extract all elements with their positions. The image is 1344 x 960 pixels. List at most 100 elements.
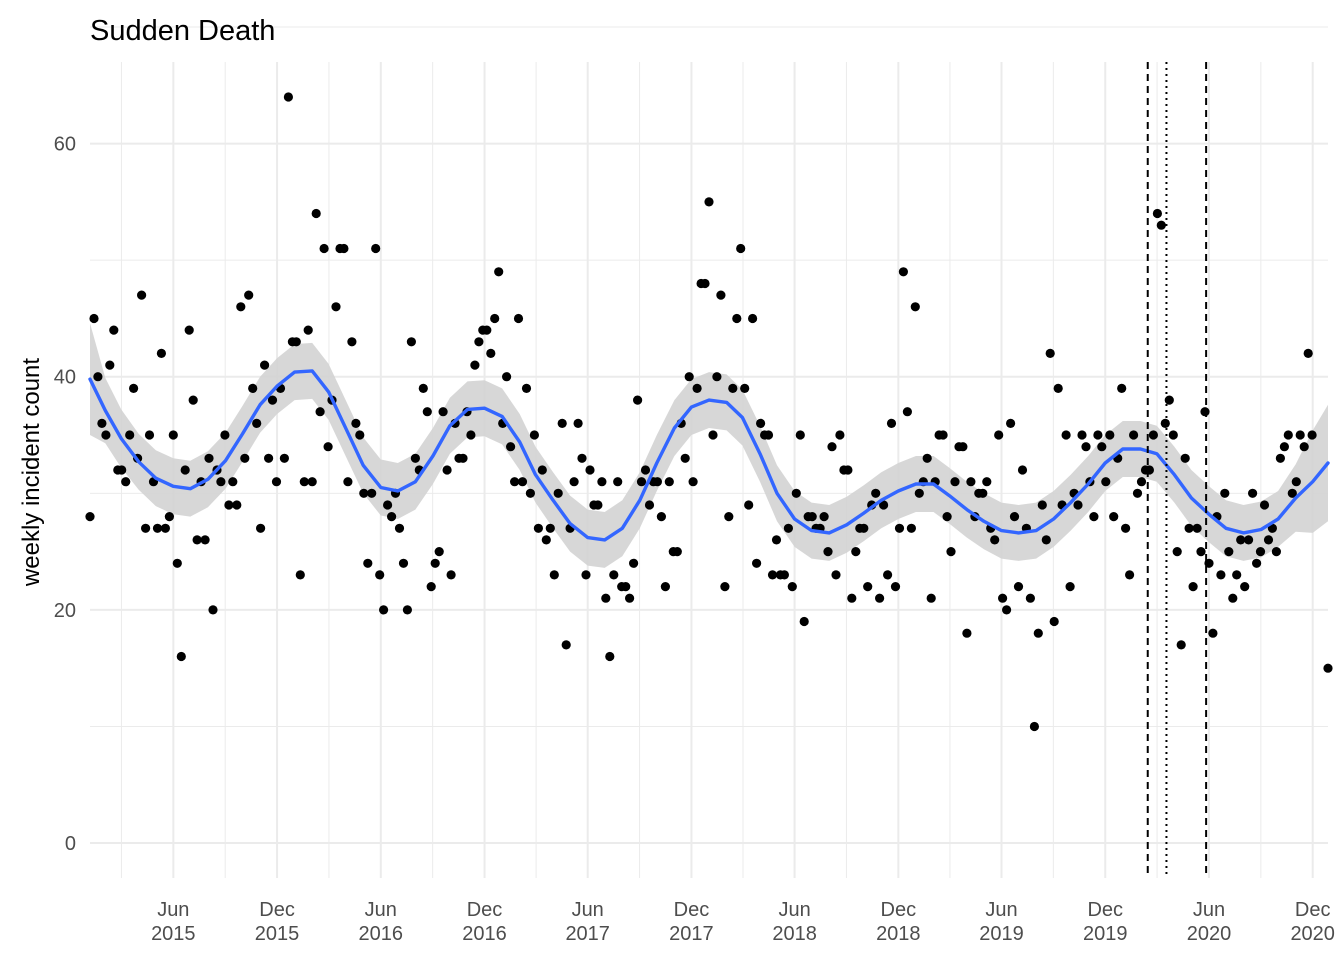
data-point (652, 477, 663, 487)
data-point (1117, 383, 1127, 393)
x-tick-year: 2018 (876, 923, 921, 945)
data-point (1041, 535, 1051, 545)
x-tick-month: Dec (259, 899, 295, 921)
data-point (799, 616, 809, 627)
y-tick-label: 20 (54, 600, 76, 622)
data-point (446, 570, 456, 580)
data-point (835, 430, 845, 440)
x-tick-month: Dec (674, 899, 710, 921)
data-point (89, 313, 99, 324)
x-tick-year: 2019 (1083, 923, 1128, 945)
data-point (946, 547, 956, 557)
x-tick-month: Jun (365, 899, 397, 921)
data-point (1271, 547, 1281, 557)
data-point (1232, 570, 1242, 580)
data-point (144, 430, 155, 440)
data-point (260, 360, 270, 370)
data-point (105, 360, 115, 370)
x-tick-year: 2015 (255, 923, 300, 945)
data-point (922, 453, 932, 463)
x-tick-label: Dec 2015 (255, 899, 300, 945)
y-tick-label: 40 (54, 367, 76, 389)
data-point (224, 500, 234, 510)
data-point (509, 477, 520, 487)
data-point (1097, 442, 1107, 452)
data-point (502, 372, 512, 382)
data-point (164, 511, 174, 522)
data-point (367, 488, 377, 498)
data-point (728, 383, 738, 393)
data-point (1037, 500, 1047, 510)
data-point (160, 523, 170, 533)
data-point (394, 523, 405, 533)
data-point (236, 302, 246, 312)
reference-lines-layer (1146, 62, 1208, 878)
data-point (319, 243, 329, 254)
data-point (279, 453, 289, 463)
data-point (371, 243, 381, 254)
data-point (1192, 523, 1202, 533)
data-point (748, 313, 758, 324)
data-point (1013, 582, 1024, 592)
data-point (1144, 465, 1154, 475)
data-point (521, 383, 532, 393)
data-point (982, 477, 992, 487)
data-point (883, 570, 893, 580)
data-point (585, 465, 595, 475)
data-point (1196, 547, 1206, 557)
x-tick-year: 2016 (462, 923, 507, 945)
data-point (1136, 477, 1147, 487)
data-point (168, 430, 178, 440)
data-point (1275, 453, 1285, 463)
x-tick-year: 2019 (979, 923, 1024, 945)
data-point (1053, 383, 1063, 393)
data-point (406, 337, 416, 347)
data-point (256, 523, 266, 533)
data-point (1156, 220, 1166, 230)
data-point (894, 523, 905, 533)
data-point (422, 407, 432, 417)
data-point (656, 511, 667, 522)
data-point (375, 570, 385, 580)
smooth-trend-line (88, 369, 1330, 542)
data-point (129, 383, 139, 393)
data-point (1303, 348, 1313, 358)
data-point (1093, 430, 1103, 440)
data-point (291, 337, 301, 347)
x-tick-year: 2020 (1290, 923, 1335, 945)
data-point (779, 570, 790, 580)
data-point (1267, 523, 1277, 533)
data-point (184, 325, 194, 335)
x-tick-label: Dec 2020 (1290, 899, 1335, 945)
x-tick-month: Jun (778, 899, 810, 921)
data-point (474, 337, 484, 347)
data-point (1029, 721, 1039, 732)
x-tick-label: Jun 2015 (151, 899, 196, 945)
data-point (886, 418, 897, 428)
x-tick-label: Jun 2019 (979, 899, 1024, 945)
data-point (355, 430, 365, 440)
data-point (906, 523, 917, 533)
data-point (1164, 395, 1174, 405)
data-point (1299, 442, 1309, 452)
data-point (720, 582, 730, 592)
data-point (1244, 535, 1254, 545)
data-point (1033, 628, 1043, 638)
data-point (359, 488, 369, 498)
data-point (1188, 582, 1198, 592)
x-tick-label: Jun 2016 (359, 899, 404, 945)
data-point (1252, 558, 1262, 568)
data-point (1105, 430, 1115, 440)
data-point (994, 430, 1004, 440)
data-point (644, 500, 655, 510)
x-tick-year: 2017 (669, 923, 714, 945)
data-point (533, 523, 544, 533)
data-point (767, 570, 778, 580)
data-point (1172, 547, 1182, 557)
data-point (244, 290, 254, 300)
data-point (311, 208, 321, 219)
data-point (93, 372, 103, 382)
data-point (1002, 605, 1012, 615)
y-tick-label: 60 (54, 134, 76, 156)
data-point (331, 302, 341, 312)
